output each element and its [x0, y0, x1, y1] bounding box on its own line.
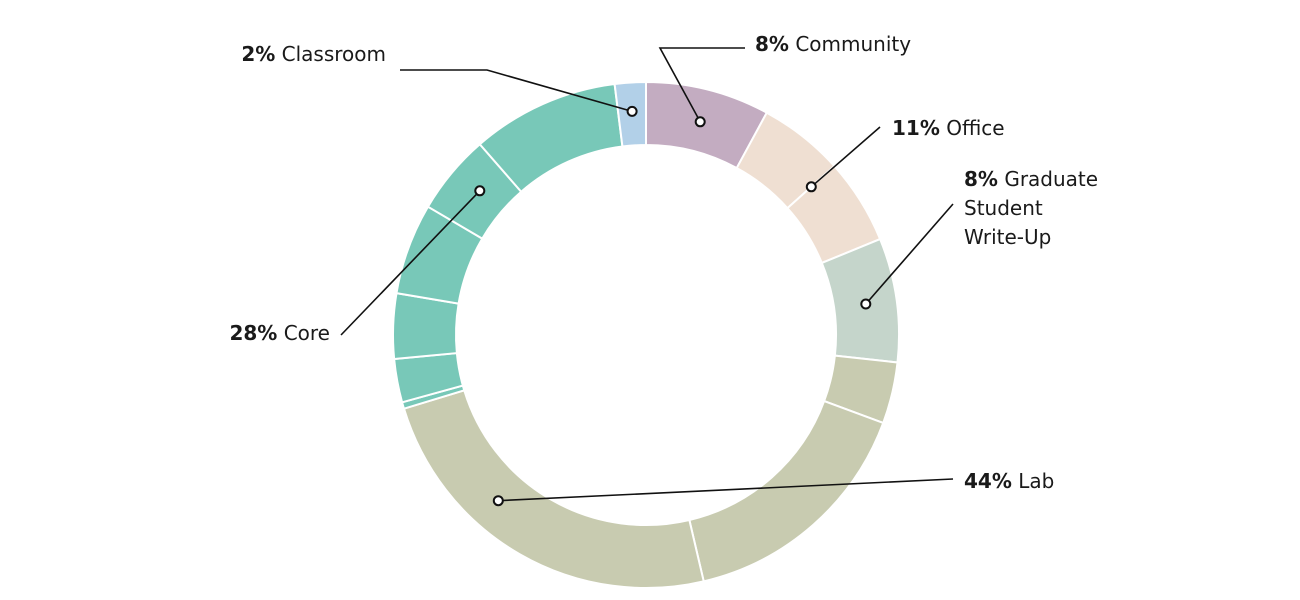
- slice-graduate-student-write-up: [820, 237, 900, 364]
- slice-core-part-3: [392, 292, 460, 361]
- data-label-community: 8% Community: [755, 32, 911, 56]
- data-label-line: Student: [964, 196, 1043, 220]
- slice-lab-part-3: [402, 389, 705, 589]
- leader-line-graduate-student-write-up: [865, 203, 954, 305]
- data-label-text: Classroom: [275, 42, 386, 66]
- leader-dot-office: [805, 181, 817, 193]
- data-label-graduate-student-write-up: 8% Graduate Student Write-Up: [964, 167, 1098, 249]
- data-label-text: Core: [277, 321, 330, 345]
- label-leaders: [340, 47, 954, 507]
- data-label-text: Office: [940, 116, 1005, 140]
- data-label-office: 11% Office: [892, 116, 1005, 140]
- leader-line-community: [658, 47, 745, 123]
- leader-dot-core: [474, 185, 486, 197]
- data-label-line: Write-Up: [964, 225, 1051, 249]
- leader-dot-lab: [492, 495, 504, 507]
- data-label-percent: 44%: [964, 469, 1012, 493]
- leader-dot-graduate-student-write-up: [860, 298, 872, 310]
- leader-line-classroom: [400, 69, 633, 113]
- data-labels: 8% Community 11% Office 8% Graduate Student…: [229, 32, 1098, 493]
- data-label-percent: 8%: [964, 167, 998, 191]
- donut-segments: [392, 80, 900, 589]
- data-label-text: Lab: [1012, 469, 1054, 493]
- data-label-percent: 8%: [755, 32, 789, 56]
- data-label-percent: 28%: [229, 321, 277, 345]
- slice-lab-part-2: [688, 399, 885, 583]
- data-label-percent: 2%: [241, 42, 275, 66]
- leader-dot-classroom: [626, 105, 638, 117]
- data-label-classroom: 2% Classroom: [241, 42, 386, 66]
- data-label-text: Community: [789, 32, 911, 56]
- data-label-percent: 11%: [892, 116, 940, 140]
- data-label-text: Graduate: [998, 167, 1098, 191]
- data-label-lab: 44% Lab: [964, 469, 1054, 493]
- leader-line-core: [340, 190, 481, 336]
- slice-core: [392, 82, 624, 410]
- leader-dot-community: [694, 116, 706, 128]
- data-label-line: 8% Graduate: [964, 167, 1098, 191]
- slice-lab: [402, 354, 899, 589]
- leader-line-office: [810, 126, 881, 188]
- data-label-core: 28% Core: [229, 321, 330, 345]
- slice-graduate-student-write-up: [820, 237, 900, 364]
- leader-line-lab: [498, 478, 954, 502]
